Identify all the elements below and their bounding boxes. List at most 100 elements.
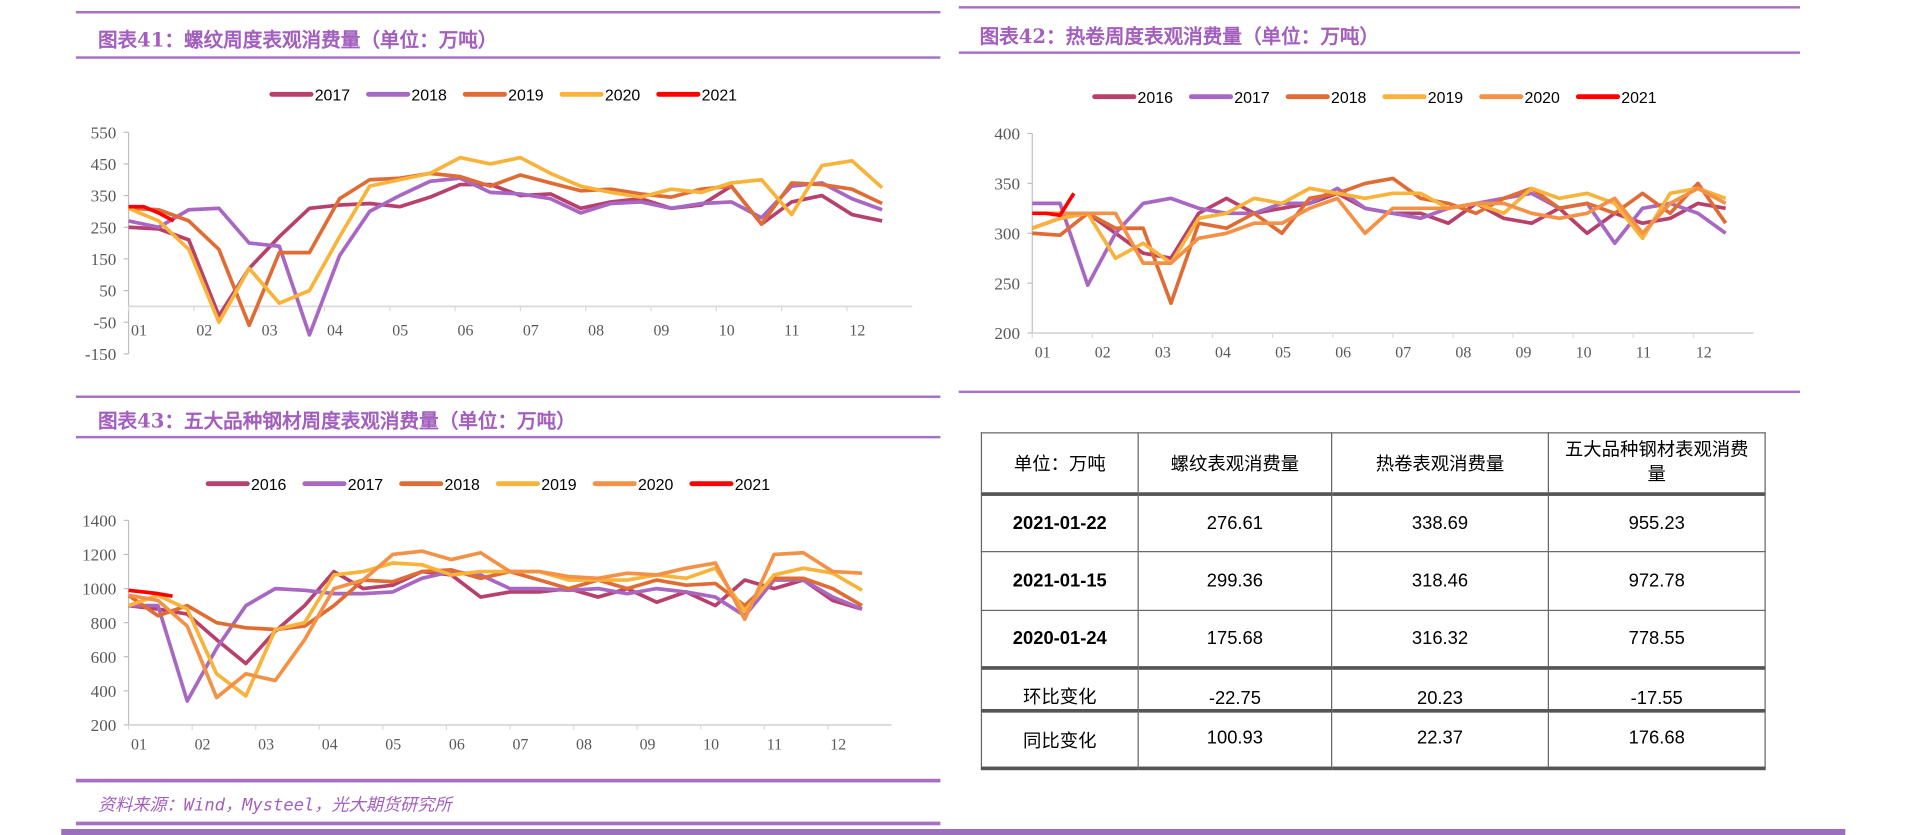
table-header-row: 单位：万吨 螺纹表观消费量 热卷表观消费量 五大品种钢材表观消费量	[980, 432, 1766, 496]
row-label: 环比变化	[980, 667, 1139, 713]
source-note: 资料来源：Wind，Mysteel，光大期货研究所	[97, 795, 452, 816]
x-tick-label: 08	[1455, 345, 1471, 362]
x-tick-label: 07	[1395, 345, 1411, 362]
table-row: 同比变化 100.93 22.37 176.68	[980, 710, 1766, 771]
y-tick-label: 200	[994, 324, 1020, 343]
divider	[75, 435, 941, 439]
legend-label-2020: 2020	[638, 477, 674, 494]
divider	[75, 821, 941, 826]
divider	[958, 6, 1801, 9]
legend-label-2018: 2018	[411, 87, 447, 104]
table-row: 2020-01-24 175.68 316.32 778.55	[980, 609, 1766, 670]
hrc-value: 22.37	[1331, 710, 1549, 771]
five-value: -17.55	[1547, 667, 1766, 713]
x-tick-label: 12	[849, 323, 865, 340]
legend-label-2020: 2020	[1524, 90, 1560, 107]
x-tick-label: 09	[653, 323, 669, 340]
legend-label-2017: 2017	[348, 477, 384, 494]
five-value: 955.23	[1547, 493, 1766, 553]
y-tick-label: 550	[91, 123, 117, 142]
series-line-2020	[1032, 186, 1727, 265]
legend-label-2017: 2017	[315, 87, 351, 104]
x-tick-label: 03	[258, 736, 274, 753]
header-rebar: 螺纹表观消费量	[1137, 432, 1333, 496]
series-line-2021	[1032, 192, 1076, 218]
hrc-value: 338.69	[1331, 493, 1549, 553]
x-tick-label: 10	[1576, 345, 1592, 362]
legend-label-2018: 2018	[444, 477, 480, 494]
x-tick-label: 07	[523, 323, 539, 340]
x-tick-label: 12	[830, 736, 846, 753]
legend-label-2019: 2019	[1428, 90, 1464, 107]
y-tick-label: 150	[91, 250, 117, 269]
series-line-2016	[128, 569, 863, 666]
x-tick-label: 04	[1215, 345, 1231, 362]
x-tick-label: 02	[196, 323, 212, 340]
y-tick-label: -150	[85, 345, 116, 364]
y-tick-label: 400	[994, 125, 1020, 144]
series-line-2017	[1032, 186, 1727, 288]
x-tick-label: 11	[1636, 345, 1651, 362]
series-line-2021	[128, 204, 175, 223]
table-row: 2021-01-15 299.36 318.46 972.78	[980, 551, 1766, 612]
y-tick-label: 600	[91, 648, 117, 667]
y-tick-label: 1200	[82, 546, 116, 565]
rebar-value: 299.36	[1137, 551, 1333, 612]
y-tick-label: 200	[91, 716, 117, 735]
divider	[75, 395, 941, 398]
x-tick-label: 05	[392, 323, 408, 340]
legend-label-2021: 2021	[1621, 90, 1657, 107]
x-tick-label: 08	[576, 736, 592, 753]
chart42-title: 图表42：热卷周度表观消费量（单位：万吨）	[979, 24, 1380, 48]
rebar-value: 100.93	[1137, 710, 1333, 771]
x-tick-label: 02	[195, 736, 211, 753]
series-line-2020	[127, 155, 884, 325]
row-label: 同比变化	[980, 710, 1139, 771]
rebar-value: 276.61	[1137, 493, 1333, 553]
rebar-value: -22.75	[1137, 667, 1333, 713]
x-tick-label: 02	[1095, 345, 1111, 362]
header-hrc: 热卷表观消费量	[1331, 432, 1549, 496]
table-row: 环比变化 -22.75 20.23 -17.55	[980, 667, 1766, 713]
x-tick-label: 11	[784, 323, 799, 340]
divider	[75, 778, 941, 783]
legend-label-2019: 2019	[541, 477, 577, 494]
x-tick-label: 09	[640, 736, 656, 753]
consumption-summary-table: 单位：万吨 螺纹表观消费量 热卷表观消费量 五大品种钢材表观消费量 2021-0…	[980, 432, 1766, 771]
x-tick-label: 07	[512, 736, 528, 753]
x-tick-label: 06	[449, 736, 465, 753]
row-label: 2021-01-22	[980, 493, 1139, 553]
hrc-value: 318.46	[1331, 551, 1549, 612]
footer-bar	[61, 828, 1846, 835]
series-line-2020	[128, 549, 863, 700]
x-tick-label: 11	[767, 736, 782, 753]
legend-label-2018: 2018	[1331, 90, 1367, 107]
hrc-value: 316.32	[1331, 609, 1549, 670]
x-tick-label: 04	[327, 323, 343, 340]
y-tick-label: 800	[91, 614, 117, 633]
legend-label-2017: 2017	[1234, 90, 1270, 107]
row-label: 2020-01-24	[980, 609, 1139, 670]
x-tick-label: 01	[131, 736, 147, 753]
x-tick-label: 03	[262, 323, 278, 340]
y-tick-label: 450	[91, 155, 117, 174]
x-tick-label: 05	[1275, 345, 1291, 362]
rebar-value: 175.68	[1137, 609, 1333, 670]
x-tick-label: 08	[588, 323, 604, 340]
chart41-title: 图表41：螺纹周度表观消费量（单位：万吨）	[97, 28, 498, 52]
legend-label-2019: 2019	[508, 87, 544, 104]
x-tick-label: 01	[1035, 345, 1051, 362]
header-five: 五大品种钢材表观消费量	[1547, 432, 1766, 496]
divider	[958, 390, 1801, 394]
table-row: 2021-01-22 276.61 338.69 955.23	[980, 493, 1766, 553]
divider	[958, 51, 1801, 54]
five-value: 778.55	[1547, 609, 1766, 670]
x-tick-label: 09	[1516, 345, 1532, 362]
x-tick-label: 10	[703, 736, 719, 753]
legend-label-2021: 2021	[702, 87, 738, 104]
legend-label-2016: 2016	[251, 477, 287, 494]
